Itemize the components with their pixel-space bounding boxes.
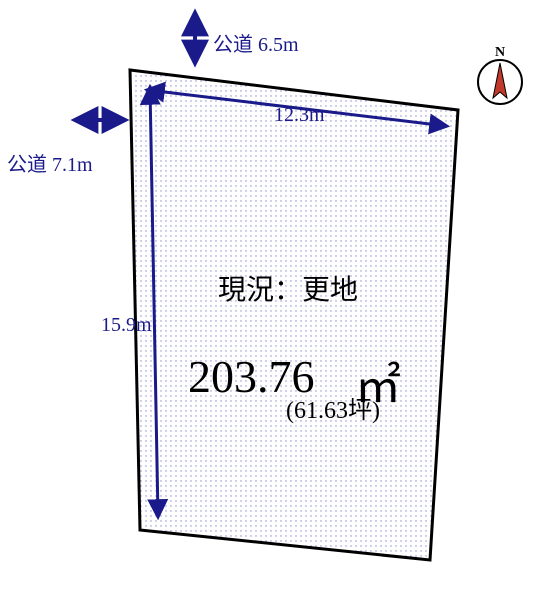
road-left-label: 公道 7.1m	[7, 148, 93, 177]
plot-polygon	[130, 70, 458, 560]
compass-label: N	[495, 45, 505, 60]
status-text: 現況：更地	[218, 268, 358, 308]
compass-needle	[493, 63, 507, 98]
road-top-label: 公道 6.5m	[213, 28, 299, 57]
tsubo-text: (61.63坪)	[286, 390, 380, 425]
dim-top-label: 12.3m	[274, 104, 325, 127]
dim-left-label: 15.9m	[101, 314, 152, 337]
